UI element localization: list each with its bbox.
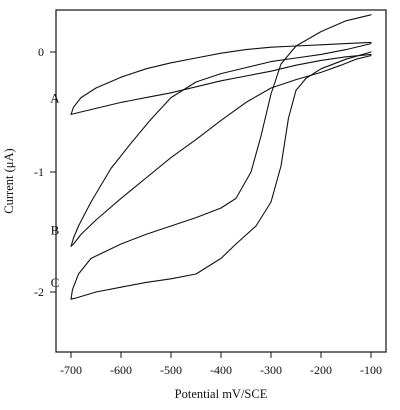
x-tick-label: -300 (260, 363, 282, 377)
plot-frame (55, 9, 387, 353)
y-axis-label: Current (μA) (2, 148, 16, 213)
x-axis-label: Potential mV/SCE (175, 387, 268, 401)
y-tick-label: -2 (34, 285, 44, 299)
x-tick-label: -200 (310, 363, 332, 377)
y-tick-label: -1 (34, 165, 44, 179)
y-axis-ticks: 0 -1 -2 (34, 45, 56, 299)
x-tick-label: -700 (60, 363, 82, 377)
x-tick-label: -600 (110, 363, 132, 377)
curve-labels-group: A B C (50, 90, 60, 290)
x-tick-label: -500 (160, 363, 182, 377)
x-axis-ticks: -700 -600 -500 -400 -300 -200 -100 (60, 352, 382, 377)
curve-label-a: A (50, 90, 60, 105)
x-tick-label: -400 (210, 363, 232, 377)
curves-group (70, 14, 372, 300)
curve-label-c: C (51, 275, 60, 290)
curve-a (70, 41, 372, 115)
y-tick-label: 0 (38, 45, 44, 59)
x-tick-label: -100 (360, 363, 382, 377)
curve-b (70, 43, 372, 247)
curve-c (70, 14, 372, 300)
curve-label-b: B (51, 222, 60, 237)
